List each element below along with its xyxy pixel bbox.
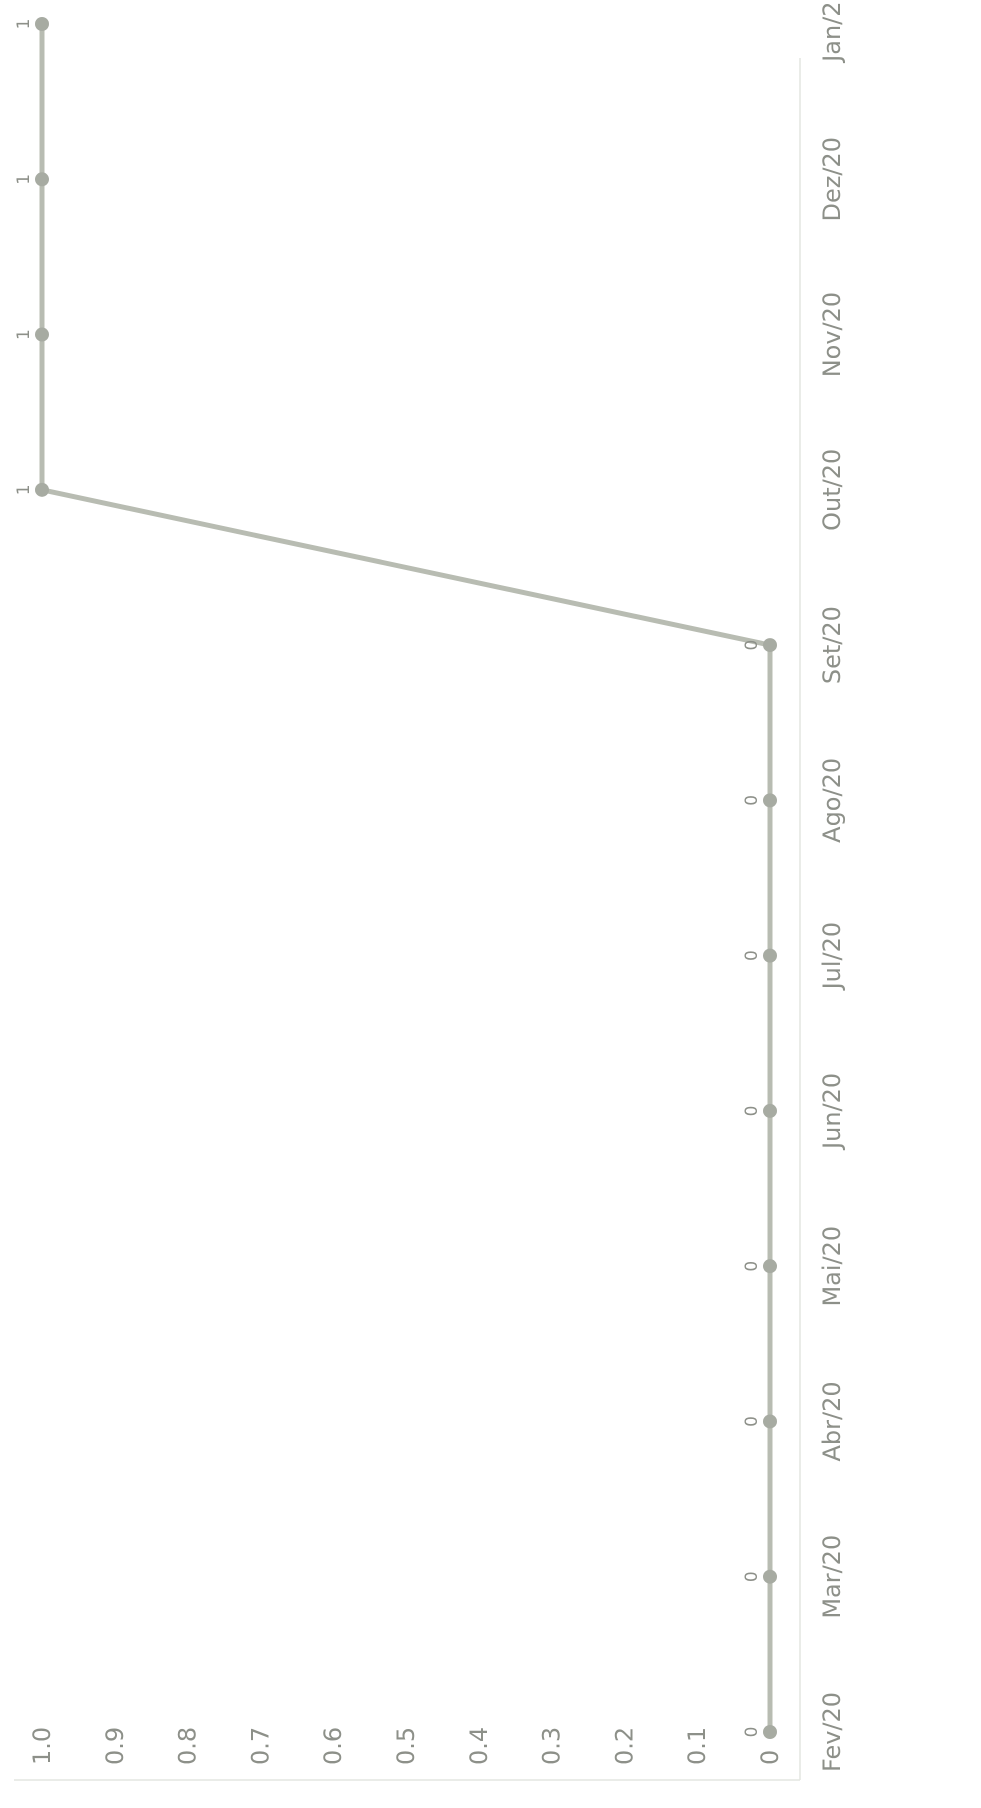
- x-tick-label: Mar/20: [818, 1535, 846, 1619]
- data-label: 0: [742, 1727, 762, 1738]
- x-tick-label: Out/20: [818, 449, 846, 531]
- x-tick-label: Set/20: [818, 606, 846, 684]
- y-tick-label: 0.2: [610, 1727, 638, 1765]
- data-point: [763, 1570, 777, 1584]
- x-tick-label: Ago/20: [818, 758, 846, 843]
- y-tick-label: 0.5: [392, 1727, 420, 1765]
- x-tick-label: Mai/20: [818, 1226, 846, 1307]
- y-tick-label: 1.0: [28, 1727, 56, 1765]
- data-point: [35, 328, 49, 342]
- data-point: [763, 949, 777, 963]
- data-point: [35, 17, 49, 31]
- y-tick-label: 0.7: [246, 1727, 274, 1765]
- x-tick-labels: Fev/20 Mar/20 Abr/20 Mai/20 Jun/20 Jul/20 Ago/…: [818, 0, 846, 1772]
- data-label: 1: [14, 19, 34, 30]
- x-tick-label: Jun/20: [818, 1073, 846, 1151]
- data-label: 1: [14, 484, 34, 495]
- series-line: [42, 24, 770, 1732]
- data-label-layer: 0 0 0 0 0 0 0 0 1 1 1 1: [14, 19, 762, 1738]
- data-point: [763, 638, 777, 652]
- data-label: 0: [742, 950, 762, 961]
- series-line-layer: [42, 24, 770, 1732]
- data-label: 0: [742, 640, 762, 651]
- data-point: [35, 172, 49, 186]
- data-label: 0: [742, 1571, 762, 1582]
- y-tick-label: 0.6: [319, 1727, 347, 1765]
- y-tick-label: 0: [756, 1750, 784, 1765]
- marker-layer: [35, 17, 777, 1739]
- data-label: 1: [14, 329, 34, 340]
- x-tick-label: Jul/20: [818, 922, 846, 992]
- data-label: 0: [742, 795, 762, 806]
- data-label: 1: [14, 174, 34, 185]
- data-label: 0: [742, 1105, 762, 1116]
- y-tick-labels: 0 0.1 0.2 0.3 0.4 0.5 0.6 0.7 0.8 0.9 1.0: [28, 1727, 784, 1765]
- y-tick-label: 0.9: [101, 1727, 129, 1765]
- data-label: 0: [742, 1261, 762, 1272]
- data-point: [763, 1414, 777, 1428]
- y-tick-label: 0.4: [465, 1727, 493, 1765]
- y-tick-label: 0.8: [174, 1727, 202, 1765]
- y-tick-label: 0.3: [538, 1727, 566, 1765]
- data-point: [763, 1259, 777, 1273]
- data-label: 0: [742, 1416, 762, 1427]
- x-tick-label: Dez/20: [818, 137, 846, 221]
- data-point: [35, 483, 49, 497]
- x-tick-label: Jan/21: [818, 0, 846, 64]
- data-point: [763, 1725, 777, 1739]
- y-tick-label: 0.1: [683, 1727, 711, 1765]
- x-tick-label: Nov/20: [818, 292, 846, 377]
- x-tick-label: Abr/20: [818, 1381, 846, 1461]
- data-point: [763, 1104, 777, 1118]
- data-point: [763, 793, 777, 807]
- x-tick-label: Fev/20: [818, 1692, 846, 1772]
- axes-layer: [14, 58, 800, 1780]
